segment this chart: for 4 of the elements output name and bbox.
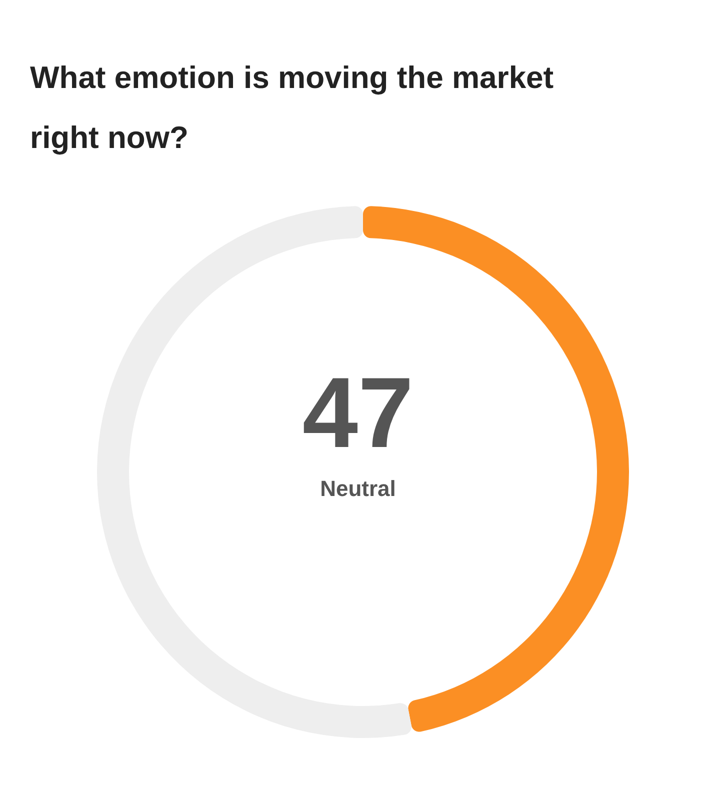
text: 47 bbox=[301, 357, 415, 469]
text: Neutral bbox=[319, 476, 397, 502]
chart-title: What emotion is moving the market right now? bbox=[29, 59, 555, 157]
donut-slice bbox=[97, 206, 412, 738]
